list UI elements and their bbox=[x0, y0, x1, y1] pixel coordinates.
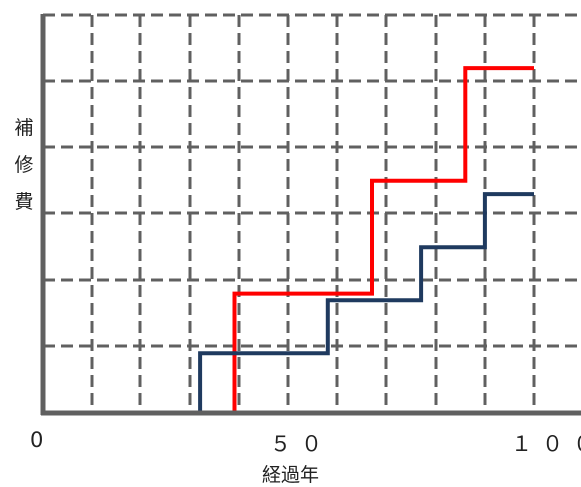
y-axis-label-char-1: 補 bbox=[14, 117, 34, 139]
y-axis-label-char-2: 修 bbox=[14, 154, 34, 176]
y-axis-label-char-3: 費 bbox=[14, 191, 34, 213]
series-line-1 bbox=[232, 66, 534, 413]
x-tick-label-1: ５０ bbox=[270, 432, 332, 456]
series-group bbox=[198, 66, 534, 413]
x-tick-label-0: 0 bbox=[30, 428, 54, 452]
series-line-2 bbox=[198, 192, 534, 413]
x-tick-label-2: １００ bbox=[511, 432, 581, 456]
x-axis-label: 経過年 bbox=[262, 464, 320, 486]
axes bbox=[40, 14, 581, 416]
